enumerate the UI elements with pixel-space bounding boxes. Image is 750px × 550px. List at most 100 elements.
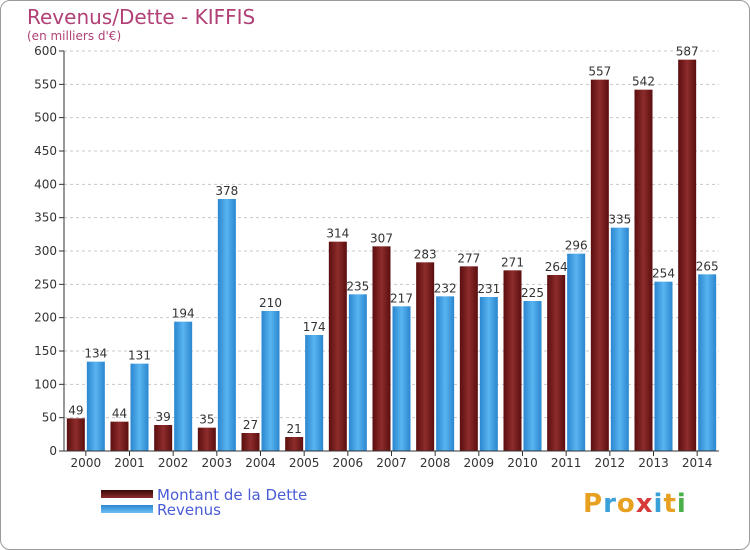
bar-revenus xyxy=(305,335,324,451)
value-label-revenus: 378 xyxy=(215,184,238,198)
value-label-dette: 21 xyxy=(287,422,302,436)
bar-dette xyxy=(372,246,391,451)
value-label-revenus: 232 xyxy=(434,281,457,295)
bar-revenus xyxy=(654,281,673,451)
x-tick-label: 2002 xyxy=(158,456,189,470)
value-label-dette: 49 xyxy=(68,403,83,417)
value-label-dette: 39 xyxy=(156,410,171,424)
y-tick-label: 300 xyxy=(34,244,57,258)
x-tick-label: 2000 xyxy=(71,456,102,470)
value-label-dette: 44 xyxy=(112,407,127,421)
value-label-dette: 542 xyxy=(632,75,655,89)
value-label-revenus: 134 xyxy=(84,347,107,361)
logo-letter: P xyxy=(583,489,604,519)
x-tick-label: 2011 xyxy=(551,456,582,470)
legend-swatch-revenus xyxy=(101,505,153,513)
bar-revenus xyxy=(392,306,411,451)
y-tick-label: 250 xyxy=(34,277,57,291)
bar-revenus xyxy=(436,296,455,451)
chart-title: Revenus/Dette - KIFFIS xyxy=(27,5,256,29)
value-label-revenus: 265 xyxy=(696,259,719,273)
bar-revenus xyxy=(610,227,629,451)
value-label-dette: 557 xyxy=(588,65,611,79)
bar-dette xyxy=(547,275,566,451)
bar-dette xyxy=(634,89,653,452)
bar-dette xyxy=(197,427,216,451)
value-label-dette: 271 xyxy=(501,255,524,269)
x-tick-label: 2004 xyxy=(245,456,276,470)
y-tick-label: 600 xyxy=(34,44,57,58)
logo-letter: t xyxy=(663,489,677,519)
value-label-dette: 587 xyxy=(676,45,699,59)
x-tick-label: 2013 xyxy=(638,456,669,470)
value-label-dette: 264 xyxy=(545,260,568,274)
x-tick-label: 2009 xyxy=(464,456,495,470)
value-label-dette: 277 xyxy=(457,251,480,265)
value-label-dette: 27 xyxy=(243,418,258,432)
value-label-dette: 35 xyxy=(199,413,214,427)
y-tick-label: 350 xyxy=(34,211,57,225)
value-label-revenus: 296 xyxy=(565,239,588,253)
logo-letter: x xyxy=(635,489,654,519)
x-tick-label: 2005 xyxy=(289,456,320,470)
bar-revenus xyxy=(217,199,236,451)
value-label-dette: 307 xyxy=(370,231,393,245)
logo-letter: i xyxy=(676,489,687,519)
value-label-revenus: 225 xyxy=(521,286,544,300)
bar-revenus xyxy=(523,301,542,451)
bar-revenus xyxy=(130,363,149,451)
bar-dette xyxy=(285,437,304,451)
logo-letter: r xyxy=(603,489,617,519)
y-tick-label: 450 xyxy=(34,144,57,158)
bar-revenus xyxy=(479,297,498,451)
x-tick-label: 2006 xyxy=(333,456,364,470)
value-label-revenus: 131 xyxy=(128,349,151,363)
bar-dette xyxy=(110,421,129,451)
bar-dette xyxy=(66,418,85,451)
value-label-revenus: 235 xyxy=(346,279,369,293)
logo-letter: o xyxy=(616,489,636,519)
bar-revenus xyxy=(348,294,367,451)
bar-dette xyxy=(678,59,697,452)
value-label-revenus: 174 xyxy=(303,320,326,334)
y-tick-label: 0 xyxy=(49,444,57,458)
bar-revenus xyxy=(174,321,193,451)
legend-label-revenus: Revenus xyxy=(157,501,221,519)
y-tick-label: 500 xyxy=(34,111,57,125)
value-label-revenus: 194 xyxy=(172,307,195,321)
x-tick-label: 2003 xyxy=(202,456,233,470)
value-label-dette: 314 xyxy=(326,227,349,241)
legend-label-dette: Montant de la Dette xyxy=(157,486,308,504)
bar-dette xyxy=(241,433,260,451)
x-tick-label: 2008 xyxy=(420,456,451,470)
bar-dette xyxy=(590,79,609,452)
proxiti-logo: Proxiti xyxy=(583,489,687,519)
y-tick-label: 400 xyxy=(34,177,57,191)
bar-revenus xyxy=(86,361,105,451)
x-tick-label: 2001 xyxy=(114,456,145,470)
x-tick-label: 2014 xyxy=(682,456,713,470)
value-label-revenus: 254 xyxy=(652,267,675,281)
chart-subtitle: (en milliers d'€) xyxy=(27,29,122,43)
y-tick-label: 200 xyxy=(34,311,57,325)
y-tick-label: 50 xyxy=(42,411,57,425)
bar-dette xyxy=(459,266,478,451)
bar-dette xyxy=(503,270,522,451)
value-label-revenus: 210 xyxy=(259,296,282,310)
x-tick-label: 2010 xyxy=(507,456,538,470)
bar-dette xyxy=(416,262,435,451)
value-label-dette: 283 xyxy=(414,247,437,261)
value-label-revenus: 231 xyxy=(477,282,500,296)
bar-revenus xyxy=(261,311,280,451)
bar-dette xyxy=(328,241,347,451)
x-tick-label: 2012 xyxy=(595,456,626,470)
bar-revenus xyxy=(567,253,586,451)
value-label-revenus: 217 xyxy=(390,291,413,305)
logo-letter: i xyxy=(653,489,664,519)
y-tick-label: 150 xyxy=(34,344,57,358)
value-label-revenus: 335 xyxy=(608,213,631,227)
bar-revenus xyxy=(698,274,717,451)
x-tick-label: 2007 xyxy=(376,456,407,470)
